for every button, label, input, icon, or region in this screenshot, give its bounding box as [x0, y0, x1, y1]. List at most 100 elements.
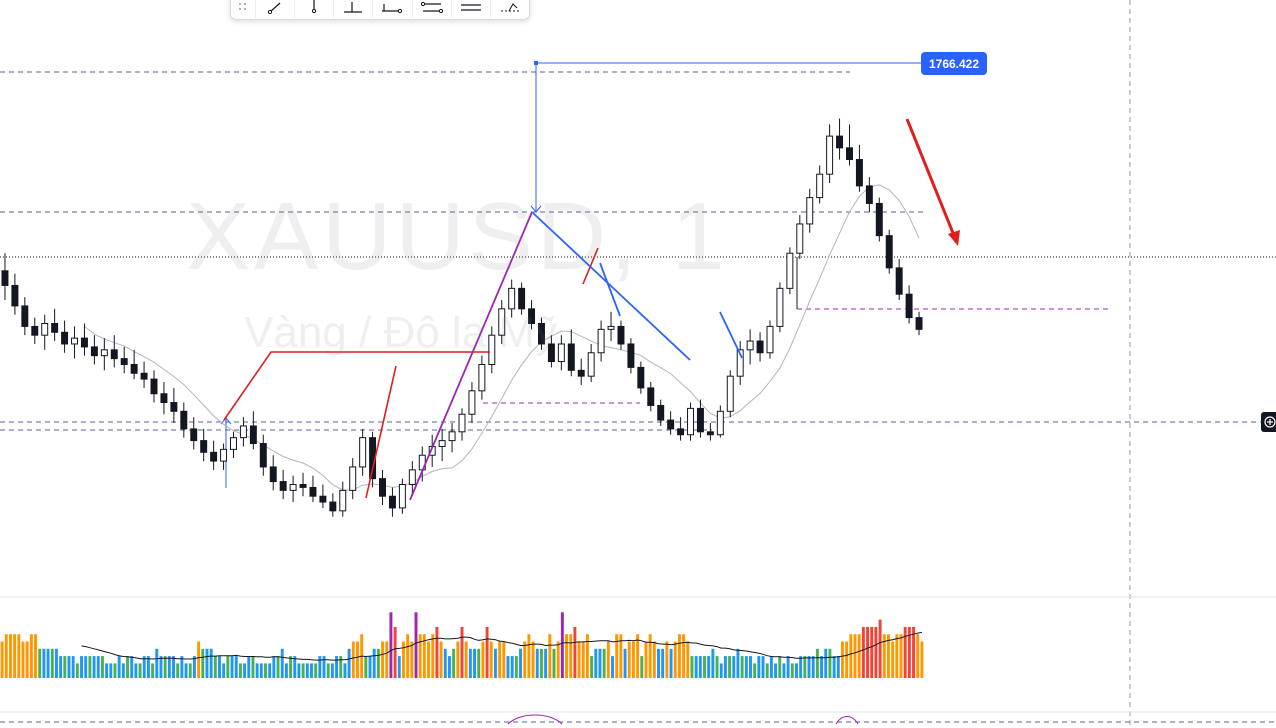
volume-bar — [243, 663, 247, 678]
candle — [31, 317, 39, 344]
parallel-channel-icon[interactable] — [413, 0, 452, 18]
candle — [846, 124, 853, 166]
candle — [408, 461, 416, 497]
arrow-head-icon — [948, 230, 960, 246]
volume-bar — [912, 626, 916, 678]
volume-bar — [477, 648, 481, 678]
volume-bar — [381, 641, 385, 678]
volume-bar — [234, 656, 238, 678]
grip-icon[interactable] — [231, 0, 256, 18]
add-icon[interactable] — [1261, 412, 1276, 432]
volume-bar — [222, 663, 226, 678]
volume-bar — [88, 656, 92, 678]
trend-line-icon[interactable] — [256, 0, 296, 18]
volume-bar — [841, 641, 844, 678]
candle — [220, 443, 228, 470]
volume-bar — [71, 656, 75, 678]
candle — [627, 338, 635, 374]
volume-bar — [744, 656, 748, 678]
candle — [379, 469, 386, 505]
purple-impulse-line[interactable] — [409, 211, 533, 501]
blue-correction-line[interactable] — [532, 212, 691, 361]
candle — [766, 320, 774, 359]
measure-anchor[interactable] — [534, 61, 538, 65]
volume-bar — [732, 656, 736, 678]
candle — [488, 326, 496, 374]
candle — [90, 335, 98, 365]
red-flag-pole-middle[interactable] — [365, 365, 397, 499]
volume-bar — [573, 626, 577, 678]
volume-bar — [188, 663, 192, 678]
volume-bar — [631, 641, 635, 678]
volume-bar — [502, 641, 506, 678]
volume-bar — [765, 663, 769, 678]
volume-bar — [75, 663, 79, 678]
horizontal-ray-icon[interactable] — [452, 0, 491, 18]
volume-bar — [657, 648, 660, 678]
volume-bar — [406, 634, 410, 678]
path-icon[interactable] — [491, 0, 529, 18]
volume-bar — [410, 641, 414, 678]
volume-bar — [310, 663, 313, 678]
volume-bar — [42, 648, 46, 678]
candle — [855, 144, 863, 192]
volume-bar — [786, 656, 790, 678]
volume-bar — [811, 656, 815, 678]
volume-bar — [247, 656, 251, 678]
volume-bar — [723, 656, 727, 678]
candle — [547, 335, 555, 368]
price-label[interactable]: 1766.422 — [921, 52, 987, 75]
blue-correction-line-c[interactable] — [719, 311, 743, 359]
volume-bar — [640, 656, 644, 678]
candle — [776, 282, 784, 333]
arrow-marker-left — [530, 205, 542, 213]
bottom-pane-curve-b — [835, 716, 859, 725]
volume-bar — [707, 656, 711, 678]
date-range-icon[interactable] — [334, 0, 374, 18]
volume-bar — [25, 641, 29, 678]
long-position-icon[interactable] — [373, 0, 413, 18]
volume-bar — [460, 626, 464, 678]
volume-bar — [364, 656, 368, 678]
volume-bar — [289, 656, 293, 678]
volume-bar — [209, 648, 213, 678]
volume-bar — [895, 634, 899, 678]
volume-bar — [749, 656, 752, 678]
blue-correction-line-b[interactable] — [599, 262, 621, 317]
volume-bar — [368, 656, 372, 678]
volume-bar — [815, 648, 819, 678]
candle — [339, 481, 347, 517]
candle — [80, 323, 88, 356]
volume-bar — [866, 626, 870, 678]
volume-bar — [54, 648, 58, 678]
volume-bar — [393, 626, 397, 678]
volume-bar — [230, 656, 234, 678]
volume-bar — [293, 656, 297, 678]
volume-bar — [414, 612, 418, 678]
volume-bar — [276, 656, 280, 678]
volume-bar — [163, 656, 167, 678]
volume-bar — [59, 656, 63, 678]
volume-bar — [297, 663, 301, 678]
candle — [21, 297, 29, 336]
volume-bar — [778, 656, 782, 678]
volume-bar — [857, 634, 861, 678]
candle — [826, 124, 834, 183]
bearish-arrow[interactable] — [905, 118, 957, 239]
volume-bar — [402, 641, 405, 678]
volume-bar — [832, 656, 836, 678]
red-flag-pole-left[interactable] — [223, 351, 490, 421]
volume-bar — [126, 656, 129, 678]
candle — [61, 320, 69, 353]
volume-bar — [615, 634, 619, 678]
volume-bar — [711, 648, 715, 678]
candle — [398, 478, 406, 514]
volume-bar — [569, 634, 573, 678]
candle — [885, 229, 893, 274]
candle — [607, 311, 615, 342]
volume-bar — [598, 648, 602, 678]
volume-bar — [251, 656, 255, 678]
vertical-line-icon[interactable] — [295, 0, 335, 18]
volume-bar — [736, 648, 740, 678]
